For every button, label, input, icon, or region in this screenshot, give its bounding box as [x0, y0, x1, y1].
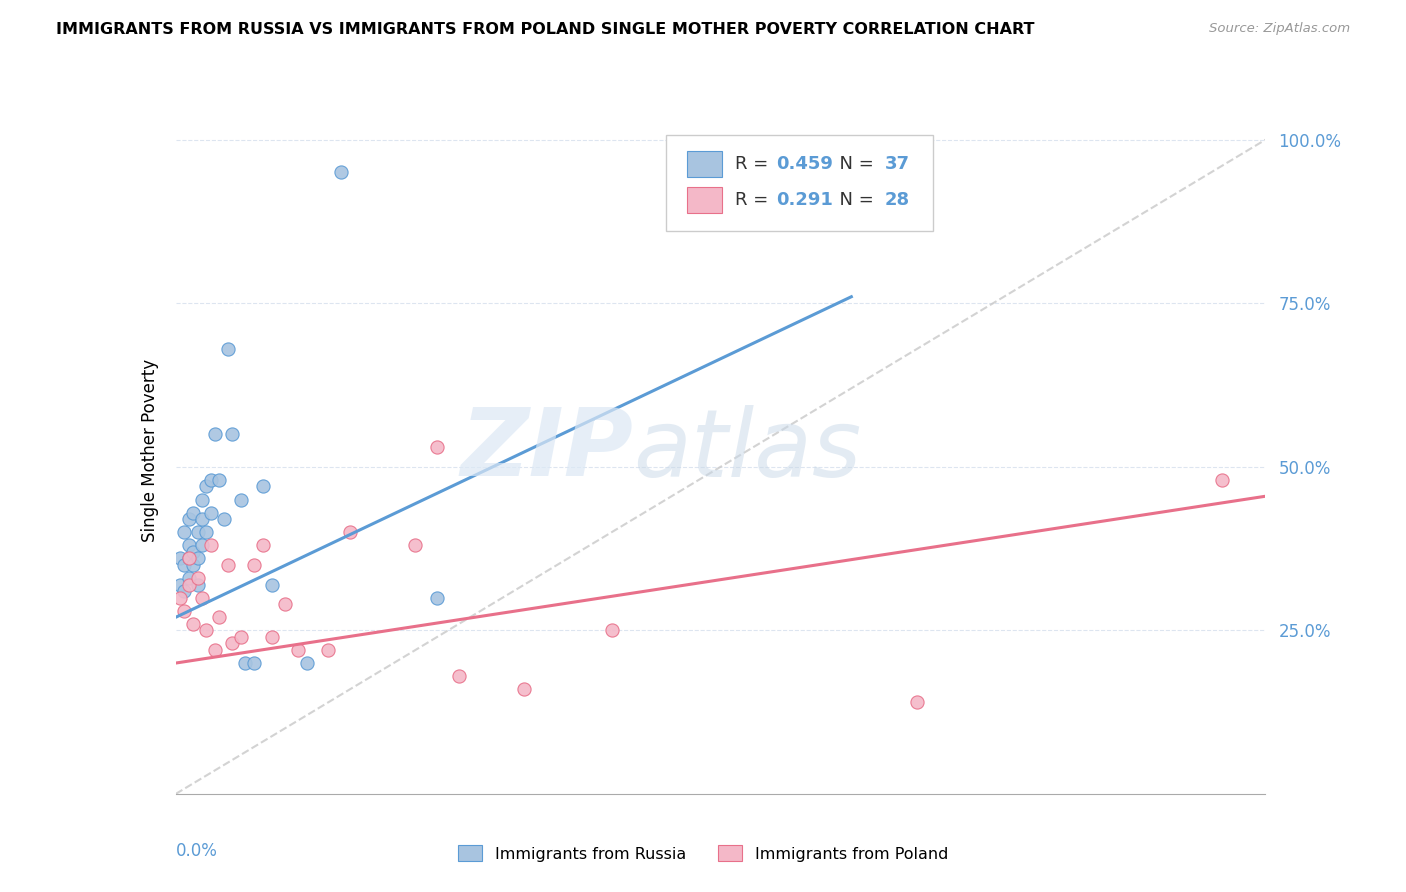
Point — [666, 165, 689, 179]
Point — [177, 512, 200, 526]
Point — [243, 656, 266, 670]
Point — [181, 616, 204, 631]
Point — [181, 506, 204, 520]
Point — [177, 571, 200, 585]
Point — [191, 591, 214, 605]
Point — [186, 525, 209, 540]
Point — [169, 591, 191, 605]
Point — [841, 165, 863, 179]
Point — [191, 512, 214, 526]
Point — [208, 610, 231, 624]
Point — [186, 571, 209, 585]
Point — [200, 473, 222, 487]
Point — [195, 624, 218, 638]
Point — [426, 591, 449, 605]
Point — [243, 558, 266, 572]
Point — [217, 342, 239, 356]
Text: atlas: atlas — [633, 405, 862, 496]
Text: N =: N = — [828, 155, 880, 173]
Point — [905, 695, 928, 709]
Point — [177, 538, 200, 552]
Point — [221, 427, 243, 442]
Text: ZIP: ZIP — [461, 404, 633, 497]
Text: 0.0%: 0.0% — [176, 842, 218, 860]
Point — [260, 630, 283, 644]
Text: R =: R = — [735, 155, 773, 173]
Point — [318, 643, 340, 657]
Point — [186, 551, 209, 566]
Point — [195, 525, 218, 540]
Point — [447, 669, 470, 683]
Point — [200, 538, 222, 552]
Point — [204, 643, 226, 657]
Point — [173, 584, 195, 599]
Point — [177, 551, 200, 566]
Point — [195, 479, 218, 493]
FancyBboxPatch shape — [666, 135, 934, 231]
Text: N =: N = — [828, 191, 880, 209]
Point — [181, 558, 204, 572]
Text: R =: R = — [735, 191, 773, 209]
Point — [173, 558, 195, 572]
Point — [181, 545, 204, 559]
Point — [405, 538, 427, 552]
Text: 37: 37 — [886, 155, 910, 173]
FancyBboxPatch shape — [686, 186, 721, 213]
Point — [231, 630, 253, 644]
Point — [186, 577, 209, 591]
Point — [217, 558, 239, 572]
Point — [173, 525, 195, 540]
Point — [169, 551, 191, 566]
Point — [600, 624, 623, 638]
Point — [177, 551, 200, 566]
Point — [235, 656, 257, 670]
FancyBboxPatch shape — [686, 151, 721, 178]
Point — [252, 479, 274, 493]
Point — [252, 538, 274, 552]
Point — [1211, 473, 1233, 487]
Y-axis label: Single Mother Poverty: Single Mother Poverty — [141, 359, 159, 542]
Point — [513, 682, 536, 697]
Point — [200, 506, 222, 520]
Point — [231, 492, 253, 507]
Point — [295, 656, 318, 670]
Point — [274, 597, 297, 611]
Point — [212, 512, 235, 526]
Text: 28: 28 — [886, 191, 910, 209]
Point — [204, 427, 226, 442]
Point — [426, 440, 449, 454]
Point — [177, 577, 200, 591]
Point — [260, 577, 283, 591]
Text: IMMIGRANTS FROM RUSSIA VS IMMIGRANTS FROM POLAND SINGLE MOTHER POVERTY CORRELATI: IMMIGRANTS FROM RUSSIA VS IMMIGRANTS FRO… — [56, 22, 1035, 37]
Legend: Immigrants from Russia, Immigrants from Poland: Immigrants from Russia, Immigrants from … — [451, 838, 955, 868]
Text: 0.291: 0.291 — [776, 191, 832, 209]
Point — [173, 604, 195, 618]
Point — [221, 636, 243, 650]
Text: 0.459: 0.459 — [776, 155, 832, 173]
Text: Source: ZipAtlas.com: Source: ZipAtlas.com — [1209, 22, 1350, 36]
Point — [339, 525, 361, 540]
Point — [191, 492, 214, 507]
Point — [191, 538, 214, 552]
Point — [287, 643, 309, 657]
Point — [208, 473, 231, 487]
Point — [169, 577, 191, 591]
Point — [330, 165, 353, 179]
